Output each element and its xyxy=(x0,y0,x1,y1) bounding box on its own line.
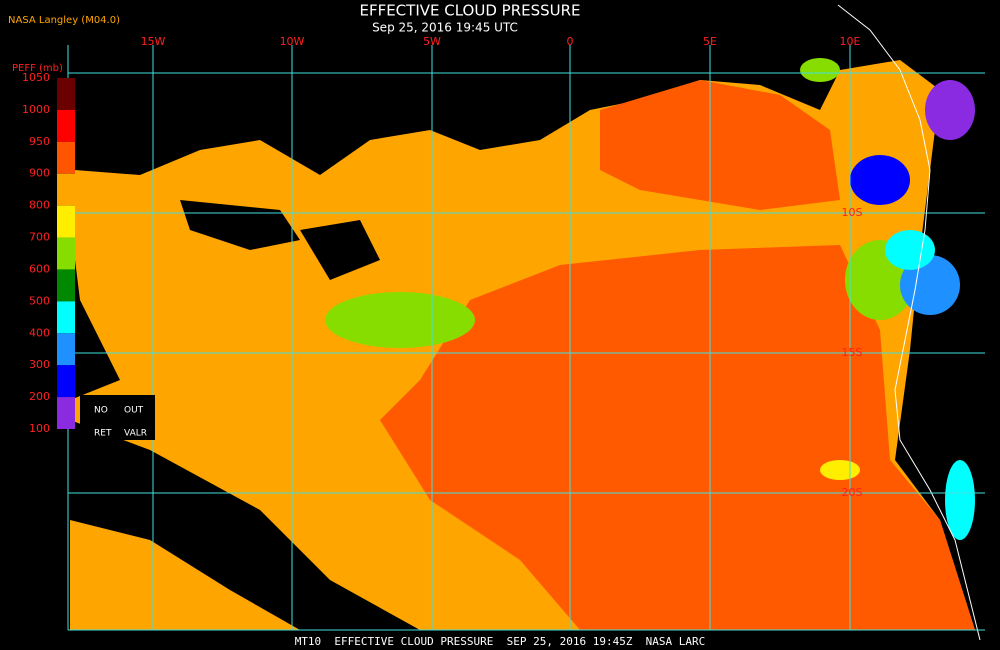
colorbar-swatch xyxy=(57,78,75,110)
colorbar-tick-label: 100 xyxy=(29,422,50,435)
colorbar-tick-label: 800 xyxy=(29,199,50,212)
high-cloud xyxy=(885,230,935,270)
lon-label: 5E xyxy=(703,35,717,48)
mid-cloud xyxy=(325,292,475,348)
source: NASA Langley (M04.0) xyxy=(8,15,120,26)
high-cloud xyxy=(925,80,975,140)
lon-label: 10W xyxy=(280,35,305,48)
lat-label: 15S xyxy=(842,346,863,359)
colorbar-swatch xyxy=(57,301,75,334)
lat-label: 10S xyxy=(842,206,863,219)
mid-low-cloud xyxy=(600,80,840,210)
colorbar-legend: VALR xyxy=(124,429,147,439)
colorbar-swatch xyxy=(57,109,75,142)
colorbar-tick-label: 950 xyxy=(29,135,50,148)
colorbar-tick-label: 300 xyxy=(29,358,50,371)
colorbar-swatch xyxy=(57,141,75,174)
colorbar-tick-label: 700 xyxy=(29,231,50,244)
colorbar-tick-label: 1050 xyxy=(22,71,50,84)
colorbar-tick-label: 200 xyxy=(29,390,50,403)
colorbar-legend: OUT xyxy=(124,406,144,416)
high-cloud xyxy=(900,255,960,315)
clear-sky xyxy=(300,220,380,280)
colorbar-swatch xyxy=(57,173,75,206)
colorbar-tick-label: 400 xyxy=(29,326,50,339)
mid-cloud xyxy=(820,460,860,480)
lon-label: 0 xyxy=(567,35,574,48)
high-cloud xyxy=(850,155,910,205)
map xyxy=(70,4,981,641)
colorbar-tick-label: 500 xyxy=(29,294,50,307)
colorbar-legend: NO xyxy=(94,406,108,416)
colorbar-swatch xyxy=(57,333,75,366)
lon-label: 10E xyxy=(840,35,861,48)
colorbar-tick-label: 600 xyxy=(29,262,50,275)
high-cloud xyxy=(945,460,975,540)
coastline xyxy=(837,4,981,641)
low-cloud xyxy=(70,520,300,630)
colorbar-legend-box xyxy=(80,395,155,440)
colorbar-swatch xyxy=(57,205,75,238)
colorbar-swatch xyxy=(57,365,75,398)
mid-cloud xyxy=(800,58,840,82)
timestamp: Sep 25, 2016 19:45 UTC xyxy=(372,21,518,35)
colorbar-tick-label: 1000 xyxy=(22,103,50,116)
lon-label: 5W xyxy=(423,35,441,48)
footer: MT10 EFFECTIVE CLOUD PRESSURE SEP 25, 20… xyxy=(295,635,706,648)
title: EFFECTIVE CLOUD PRESSURE xyxy=(359,2,580,20)
lon-label: 15W xyxy=(141,35,166,48)
lat-label: 20S xyxy=(842,486,863,499)
colorbar-title: PEFF (mb) xyxy=(12,63,63,74)
colorbar-swatch xyxy=(57,269,75,302)
colorbar-swatch xyxy=(57,397,75,429)
colorbar-swatch xyxy=(57,237,75,270)
mid-low-cloud xyxy=(380,245,975,630)
colorbar-tick-label: 900 xyxy=(29,167,50,180)
colorbar-legend: RET xyxy=(94,429,112,439)
